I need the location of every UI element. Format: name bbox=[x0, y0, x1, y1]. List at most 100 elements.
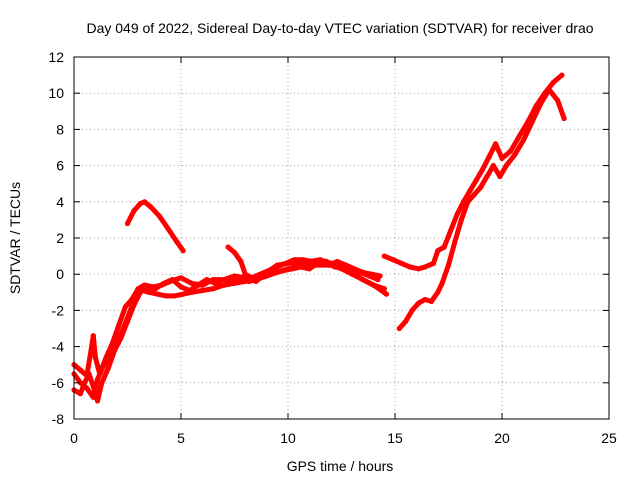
data-point bbox=[326, 262, 332, 268]
x-tick-label: 15 bbox=[387, 430, 403, 446]
x-tick-label: 5 bbox=[177, 430, 185, 446]
data-point bbox=[82, 380, 88, 386]
y-axis-label: SDTVAR / TECUs bbox=[7, 182, 23, 294]
data-point bbox=[238, 258, 244, 265]
data-point bbox=[430, 260, 437, 266]
data-point bbox=[229, 278, 235, 284]
data-point bbox=[529, 119, 535, 125]
data-point bbox=[561, 115, 567, 122]
data-point bbox=[90, 333, 96, 339]
data-point bbox=[390, 257, 396, 263]
data-point bbox=[415, 300, 422, 306]
data-point bbox=[439, 280, 445, 286]
data-point bbox=[161, 280, 167, 286]
y-tick-label: -6 bbox=[52, 375, 65, 391]
data-point bbox=[351, 266, 357, 272]
data-point bbox=[212, 280, 218, 286]
data-point bbox=[368, 271, 375, 277]
y-tick-label: 0 bbox=[56, 266, 64, 282]
data-point bbox=[306, 266, 312, 272]
data-point bbox=[249, 275, 255, 281]
data-point bbox=[458, 217, 464, 223]
data-point bbox=[428, 298, 434, 304]
data-point bbox=[257, 271, 263, 277]
data-point bbox=[131, 208, 137, 214]
y-tick-label: 4 bbox=[56, 194, 64, 210]
data-point bbox=[90, 383, 96, 389]
data-point bbox=[452, 239, 458, 245]
data-point bbox=[520, 137, 527, 143]
data-point bbox=[88, 347, 94, 353]
data-point bbox=[174, 239, 180, 245]
data-point bbox=[172, 293, 178, 299]
data-point bbox=[383, 291, 389, 297]
data-point bbox=[407, 264, 413, 270]
data-point bbox=[154, 291, 161, 297]
data-point bbox=[105, 365, 111, 371]
data-point bbox=[448, 228, 454, 234]
data-point bbox=[178, 284, 184, 290]
data-point bbox=[169, 277, 175, 283]
data-point bbox=[94, 398, 101, 404]
x-tick-label: 0 bbox=[70, 430, 78, 446]
grid bbox=[74, 57, 609, 419]
data-point bbox=[116, 322, 122, 328]
data-point bbox=[415, 266, 422, 272]
data-point bbox=[512, 152, 518, 158]
data-point bbox=[142, 199, 148, 205]
data-point bbox=[398, 260, 404, 266]
data-point bbox=[360, 277, 366, 283]
data-point bbox=[99, 380, 105, 386]
data-point bbox=[332, 264, 338, 270]
data-point bbox=[187, 287, 193, 294]
data-point bbox=[180, 248, 186, 254]
data-point bbox=[441, 244, 447, 250]
data-point bbox=[137, 289, 143, 295]
data-point bbox=[94, 376, 101, 382]
data-point bbox=[484, 173, 490, 180]
data-point bbox=[559, 72, 565, 78]
axis-ticks: 0 5 10 15 20 25 -8 -6 -4 -2 0 2 4 6 8 10 12 bbox=[48, 49, 617, 446]
data-point bbox=[503, 163, 509, 169]
data-point bbox=[467, 188, 473, 194]
y-tick-label: 10 bbox=[48, 85, 64, 101]
y-tick-label: 6 bbox=[56, 158, 64, 174]
data-point bbox=[137, 201, 143, 207]
data-point bbox=[103, 354, 109, 361]
data-point bbox=[157, 213, 163, 219]
data-point bbox=[274, 264, 280, 270]
data-point bbox=[298, 264, 304, 270]
data-point bbox=[281, 268, 287, 274]
data-point bbox=[471, 192, 477, 198]
data-point bbox=[465, 199, 471, 205]
data-point bbox=[86, 371, 92, 377]
data-point bbox=[225, 244, 231, 250]
data-point bbox=[409, 307, 415, 313]
data-point bbox=[289, 266, 295, 272]
data-point bbox=[486, 154, 492, 160]
data-point bbox=[422, 296, 428, 303]
data-point bbox=[478, 184, 484, 190]
data-point bbox=[92, 354, 98, 361]
data-point bbox=[308, 258, 315, 265]
data-point bbox=[555, 97, 561, 103]
data-point bbox=[300, 257, 306, 263]
data-point bbox=[516, 134, 522, 140]
data-point bbox=[490, 163, 496, 169]
data-point bbox=[550, 79, 557, 85]
data-point bbox=[403, 318, 409, 324]
data-point bbox=[381, 253, 387, 259]
data-point bbox=[124, 318, 131, 324]
data-point bbox=[109, 340, 116, 346]
data-point bbox=[122, 304, 128, 310]
data-point bbox=[334, 258, 340, 265]
x-axis-label: GPS time / hours bbox=[287, 458, 394, 474]
data-point bbox=[396, 325, 402, 332]
data-point bbox=[480, 166, 486, 172]
data-point bbox=[242, 271, 248, 277]
y-tick-label: -8 bbox=[52, 411, 65, 427]
data-point bbox=[199, 287, 205, 294]
data-point bbox=[77, 391, 83, 397]
data-point bbox=[146, 289, 152, 295]
